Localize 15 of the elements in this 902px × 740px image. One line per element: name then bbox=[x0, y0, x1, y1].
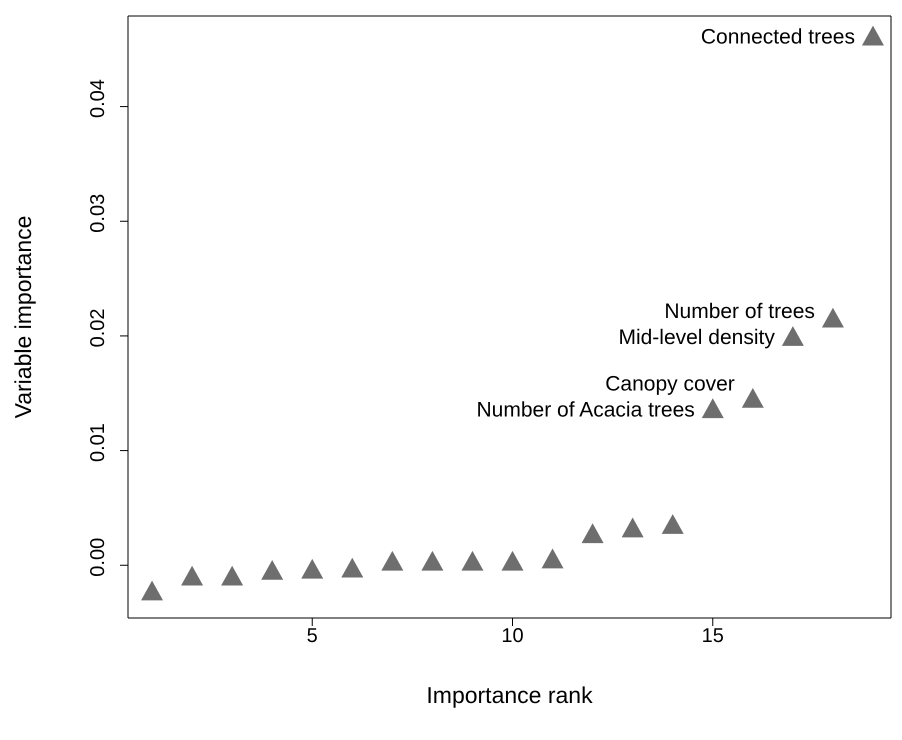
annotation: Number of Acacia trees bbox=[476, 398, 695, 422]
x-axis-title: Importance rank bbox=[426, 682, 594, 708]
y-tick-label: 0.03 bbox=[87, 194, 109, 233]
x-tick-label: 10 bbox=[501, 625, 524, 648]
x-tick-label: 5 bbox=[306, 625, 318, 648]
y-axis-title: Variable importance bbox=[10, 216, 36, 418]
y-tick-label: 0.04 bbox=[87, 79, 109, 118]
annotation: Number of trees bbox=[664, 300, 815, 324]
annotation: Mid-level density bbox=[618, 326, 776, 350]
y-tick-label: 0.00 bbox=[87, 538, 109, 577]
annotation: Canopy cover bbox=[605, 372, 735, 396]
annotation: Connected trees bbox=[700, 26, 855, 49]
y-tick-label: 0.02 bbox=[87, 308, 109, 348]
x-tick-label: 15 bbox=[702, 625, 724, 648]
y-tick-label: 0.01 bbox=[87, 423, 109, 462]
